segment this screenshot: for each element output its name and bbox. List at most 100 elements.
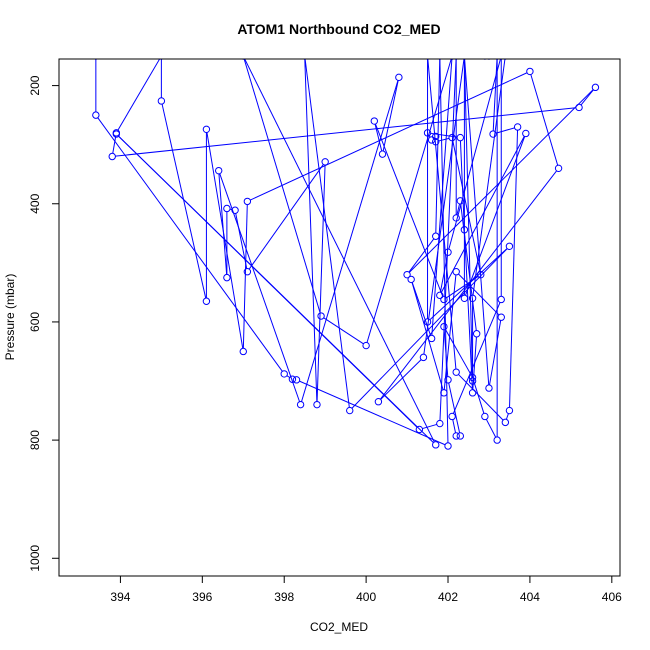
y-tick-label: 1000 [28,545,42,572]
data-point [423,129,432,137]
data-point [453,59,459,60]
series-segment [495,127,515,134]
data-point [497,313,505,321]
series-segment [472,59,506,296]
data-point [482,59,488,60]
series-segment [304,59,350,408]
series-segment [489,320,502,386]
series-segment [323,317,364,345]
x-tick-label: 402 [438,590,458,604]
x-tick-label: 394 [110,590,130,604]
data-point [423,318,432,326]
series-segment [408,238,435,273]
data-point [223,204,231,213]
x-tick-label: 404 [520,590,540,604]
series-segment [452,302,501,414]
data-point [448,133,456,142]
data-point [503,59,508,60]
series-segment [580,89,594,106]
series-segment [244,59,435,443]
data-point [591,83,600,92]
data-point [159,59,164,60]
series-lines [95,59,594,446]
data-point [497,295,505,304]
series-segment [452,140,481,272]
series-segment [382,80,399,152]
data-point [202,297,211,305]
series-segment [411,282,444,390]
data-point [403,270,411,279]
data-point [452,268,460,276]
data-point [468,294,477,302]
series-segment [459,140,465,227]
data-point [462,59,467,60]
series-segment [443,329,449,377]
series-segment [530,74,559,166]
series-segment [438,137,450,142]
y-axis: 200 400 600 800 1000 [28,75,59,572]
data-point [427,136,436,144]
series-segment [411,282,432,336]
x-tick-label: 396 [192,590,212,604]
series-segment [509,130,519,408]
data-point [513,123,522,131]
series-segment [505,413,509,420]
series-segment [242,204,248,349]
data-point [456,432,464,440]
data-point [493,436,501,444]
data-point [489,130,497,138]
data-point [432,232,440,240]
data-point [505,242,514,251]
data-point [452,368,460,376]
data-point [505,406,514,415]
data-point [468,373,477,382]
data-point [93,59,99,60]
series-segment [301,80,399,402]
y-axis-label: Pressure (mbar) [3,274,17,361]
series-segment [448,382,461,433]
data-point [456,197,464,205]
series-segment [118,135,434,443]
series-segment [374,124,383,152]
data-point [407,275,415,284]
series-segment [458,273,500,316]
data-point [374,397,383,406]
series-segment [492,59,498,131]
data-point [444,442,452,450]
data-point [302,59,307,60]
data-point [243,268,252,276]
x-axis-label: CO2_MED [310,620,368,634]
data-point [449,59,455,60]
data-point [243,197,252,206]
data-point [437,59,443,60]
data-point [436,419,444,428]
data-point [486,59,492,60]
series-segment [439,59,457,421]
series-segment [448,59,501,250]
series-segment [218,173,228,275]
data-point [477,270,485,279]
chart-title: ATOM1 Northbound CO2_MED [237,21,440,37]
data-point [460,226,469,234]
series-points [92,59,600,450]
data-point [436,291,444,300]
x-tick-label: 406 [602,590,622,604]
data-point [575,103,583,112]
data-point [462,59,467,60]
series-segment [464,59,490,385]
data-point [378,150,387,158]
series-segment [379,170,558,400]
data-point [472,330,481,338]
data-point [456,133,464,142]
y-tick-label: 600 [28,312,42,332]
data-point [362,341,370,350]
x-tick-label: 398 [274,590,294,604]
data-point [444,376,452,384]
data-point [321,158,329,166]
data-point [522,129,530,138]
y-tick-label: 400 [28,193,42,213]
series-segment [422,423,437,430]
data-point [425,59,430,60]
data-point [292,376,301,384]
